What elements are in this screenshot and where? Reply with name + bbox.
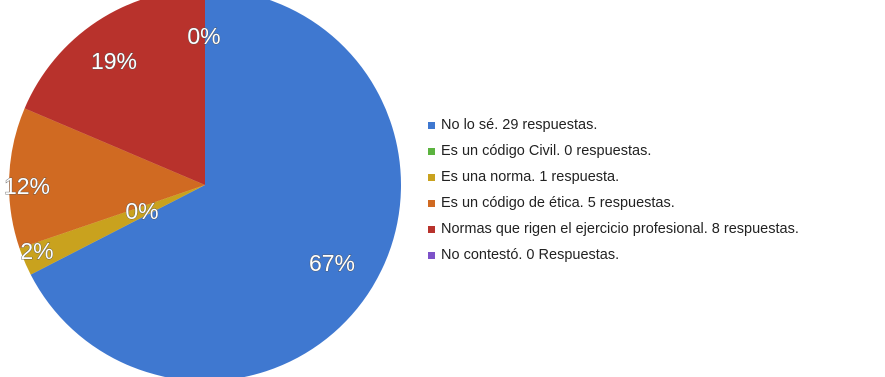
legend-label-4: Normas que rigen el ejercicio profesiona… <box>441 221 799 237</box>
legend-label-3: Es un código de ética. 5 respuestas. <box>441 195 675 211</box>
legend-item-5: No contestó. 0 Respuestas. <box>428 242 799 268</box>
pie-slice-4 <box>24 0 205 185</box>
legend-swatch-3 <box>428 199 435 207</box>
legend-swatch-5 <box>428 251 435 259</box>
pie-labels: 67% 0% 2% 12% 19% 0% <box>4 23 356 277</box>
legend-item-0: No lo sé. 29 respuestas. <box>428 112 799 138</box>
pie-slices <box>9 0 401 377</box>
legend-item-2: Es una norma. 1 respuesta. <box>428 164 799 190</box>
legend-label-0: No lo sé. 29 respuestas. <box>441 117 598 133</box>
pie-label-2: 2% <box>20 238 53 264</box>
legend-label-1: Es un código Civil. 0 respuestas. <box>441 143 652 159</box>
legend-swatch-4 <box>428 225 435 233</box>
pie-label-0: 67% <box>309 250 355 276</box>
legend-item-3: Es un código de ética. 5 respuestas. <box>428 190 799 216</box>
pie-label-5: 0% <box>187 23 220 49</box>
legend: No lo sé. 29 respuestas. Es un código Civ… <box>428 112 799 268</box>
legend-item-4: Normas que rigen el ejercicio profesiona… <box>428 216 799 242</box>
legend-swatch-1 <box>428 147 435 155</box>
pie-slice-0 <box>30 0 401 377</box>
pie-slice-3 <box>9 108 205 249</box>
legend-label-5: No contestó. 0 Respuestas. <box>441 247 620 263</box>
legend-swatch-0 <box>428 121 435 129</box>
pie-label-3: 12% <box>4 173 50 199</box>
legend-item-1: Es un código Civil. 0 respuestas. <box>428 138 799 164</box>
pie-slice-2 <box>19 185 206 275</box>
pie-label-1: 0% <box>125 198 158 224</box>
legend-label-2: Es una norma. 1 respuesta. <box>441 169 620 185</box>
pie-label-4: 19% <box>91 48 137 74</box>
legend-swatch-2 <box>428 173 435 181</box>
